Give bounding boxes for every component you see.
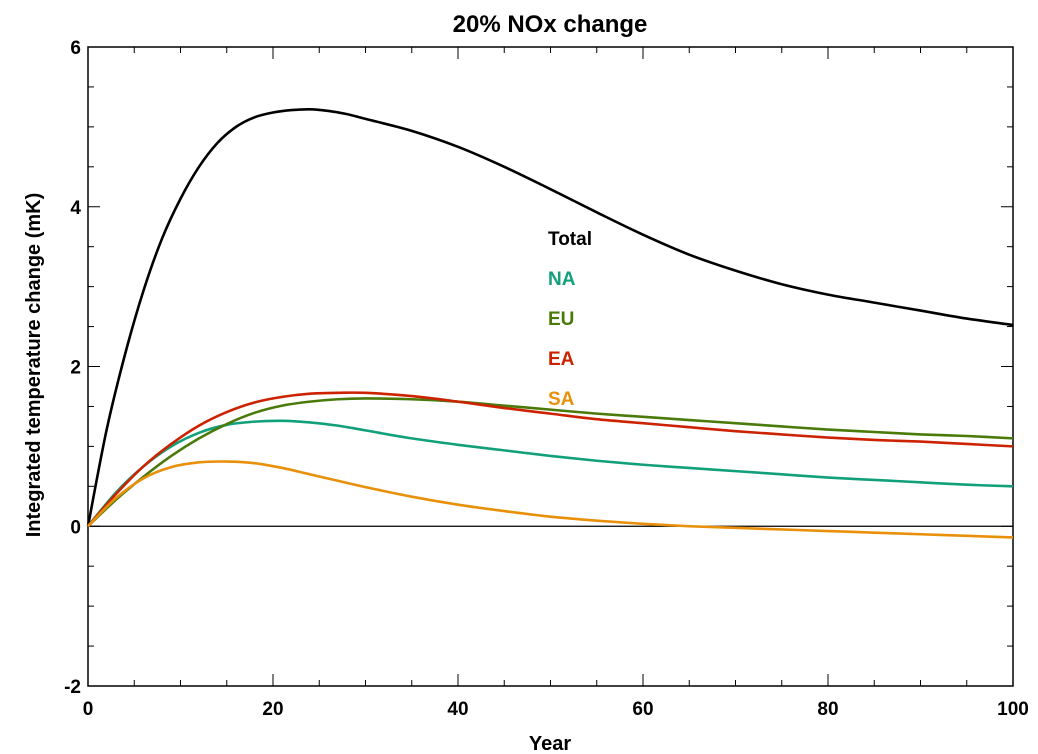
legend: Total NA EU EA SA [548, 229, 592, 410]
x-axis-title: Year [529, 733, 571, 754]
legend-label-eu: EU [548, 309, 574, 330]
y-tick-label: 2 [70, 358, 81, 379]
x-tick-label: 80 [817, 699, 838, 720]
x-tick-label: 0 [83, 699, 94, 720]
x-tick-label: 40 [447, 699, 468, 720]
y-tick-label: 4 [70, 198, 81, 219]
y-tick-label: -2 [64, 677, 81, 698]
series-lines [86, 107, 1014, 539]
x-tick-label: 60 [632, 699, 653, 720]
legend-label-ea: EA [548, 349, 575, 370]
y-axis-title: Integrated temperature change (mK) [23, 193, 45, 538]
x-tick-label: 100 [997, 699, 1029, 720]
legend-label-sa: SA [548, 389, 575, 410]
series-line-ea [87, 391, 1014, 528]
legend-label-na: NA [548, 269, 576, 290]
series-line-na [86, 419, 1014, 528]
x-axis: 0 20 40 60 80 100 [83, 47, 1029, 720]
y-tick-label: 6 [70, 38, 81, 59]
chart-title: 20% NOx change [453, 11, 648, 38]
series-line-total [86, 107, 1014, 527]
y-tick-label: 0 [70, 517, 81, 538]
y-axis: -2 0 2 4 6 [64, 38, 1013, 698]
series-line-sa [87, 460, 1014, 539]
x-tick-label: 20 [262, 699, 283, 720]
legend-label-total: Total [548, 229, 592, 250]
